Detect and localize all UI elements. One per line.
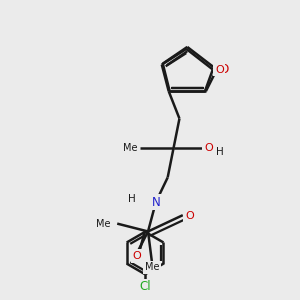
Text: O: O [220, 63, 229, 76]
Text: O: O [185, 211, 194, 221]
Text: H: H [128, 194, 136, 204]
Text: H: H [216, 147, 224, 157]
Text: O: O [215, 64, 224, 74]
Text: Cl: Cl [139, 280, 151, 293]
Text: Me: Me [96, 219, 111, 229]
Text: N: N [152, 196, 160, 208]
Text: Me: Me [123, 143, 137, 153]
Text: O: O [204, 143, 213, 153]
Text: Me: Me [145, 262, 159, 272]
Text: O: O [133, 251, 142, 261]
